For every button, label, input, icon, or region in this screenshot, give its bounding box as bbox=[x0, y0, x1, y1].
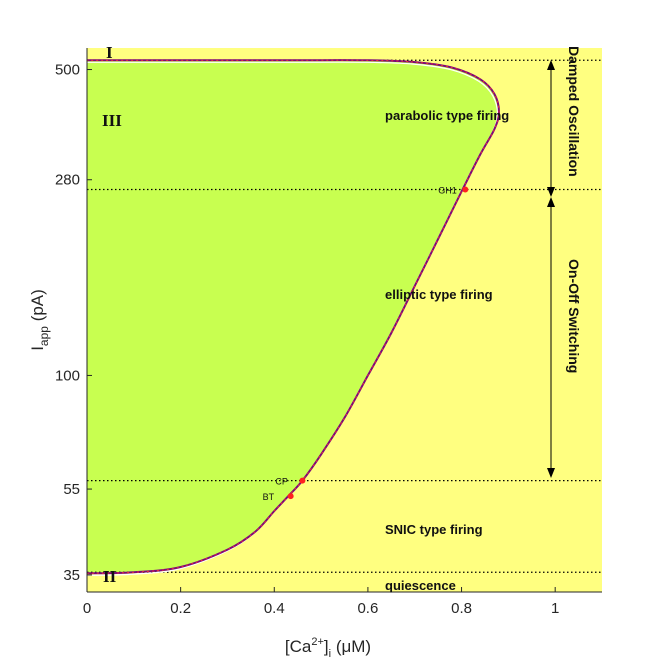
y-tick-label: 280 bbox=[55, 172, 80, 189]
firing-region bbox=[87, 60, 499, 574]
y-tick-label: 100 bbox=[55, 367, 80, 384]
x-axis-label: [Ca2+]i (μM) bbox=[285, 636, 371, 660]
x-tick-label: 0.4 bbox=[264, 600, 285, 617]
region-numeral-III: III bbox=[102, 111, 122, 130]
region-label-parabolic: parabolic type firing bbox=[385, 108, 509, 123]
region-numeral-I: I bbox=[106, 43, 113, 62]
region-label-elliptic: elliptic type firing bbox=[385, 287, 493, 302]
x-tick-label: 0 bbox=[83, 600, 91, 617]
point-label-bt: BT bbox=[263, 492, 275, 502]
on-off-switching-label: On-Off Switching bbox=[566, 259, 582, 373]
x-tick-label: 1 bbox=[551, 600, 559, 617]
damped-oscillation-label: Damped Oscillation bbox=[566, 46, 582, 177]
x-tick-label: 0.2 bbox=[170, 600, 191, 617]
onoff-arrow bbox=[547, 197, 555, 478]
x-tick-label: 0.8 bbox=[451, 600, 472, 617]
point-label-gh1: GH1 bbox=[438, 185, 457, 195]
region-label-quiescence: quiescence bbox=[385, 578, 456, 593]
point-gh1 bbox=[462, 186, 469, 193]
region-numeral-II: II bbox=[103, 567, 117, 586]
point-cp bbox=[299, 477, 306, 484]
y-ticks: 35 55 100 280 500 bbox=[55, 62, 92, 584]
boundary-curve-dashed bbox=[86, 59, 500, 574]
region-label-snic: SNIC type firing bbox=[385, 522, 483, 537]
x-tick-label: 0.6 bbox=[357, 600, 378, 617]
y-tick-label: 35 bbox=[63, 567, 80, 584]
damped-arrow bbox=[547, 60, 555, 197]
y-tick-label: 500 bbox=[55, 62, 80, 79]
y-tick-label: 55 bbox=[63, 481, 80, 498]
x-ticks: 0 0.2 0.4 0.6 0.8 1 bbox=[83, 587, 559, 617]
point-bt bbox=[287, 493, 294, 500]
y-axis-label: Iapp (pA) bbox=[28, 289, 51, 351]
point-label-cp: CP bbox=[275, 477, 288, 487]
